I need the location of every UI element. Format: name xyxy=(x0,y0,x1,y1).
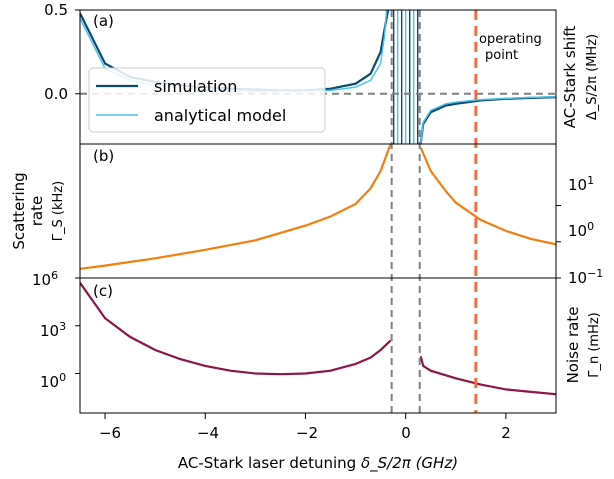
svg-text:10−1: 10−1 xyxy=(568,267,603,287)
panel-label-a: (a) xyxy=(93,12,114,30)
axes-frame-2 xyxy=(79,277,557,414)
svg-text:100: 100 xyxy=(40,371,66,391)
xtick-1: −4 xyxy=(197,424,219,442)
legend-label-analytical: analytical model xyxy=(154,106,286,125)
annotation-operating: operating xyxy=(479,32,542,47)
ytick-a-0: 0.5 xyxy=(44,1,68,19)
y-axis-sublabel-c: Γ_n (mHz) xyxy=(587,312,602,378)
svg-text:100: 100 xyxy=(568,220,594,240)
legend-box xyxy=(88,67,326,133)
vertical-guides xyxy=(80,10,556,413)
xtick-0: −6 xyxy=(99,424,121,442)
legend: simulation analytical model xyxy=(88,67,326,133)
ytick-b-0: 10−1 xyxy=(568,267,603,287)
panel-b xyxy=(80,144,556,270)
x-axis-label: AC-Stark laser detuning δ_S/2π (GHz) xyxy=(178,454,458,473)
xtick-3: 0 xyxy=(401,424,411,442)
ytick-a-1: 0.0 xyxy=(44,85,68,103)
series-line-2-0-0 xyxy=(80,282,392,376)
svg-text:103: 103 xyxy=(40,320,66,340)
xtick-2: −2 xyxy=(296,424,318,442)
y-axis-sublabel-a: Δ_S/2π (MHz) xyxy=(585,34,600,120)
y-axis-sublabel-b: Γ_S (kHz) xyxy=(51,181,66,241)
series-line-1-0-1 xyxy=(419,147,556,246)
ytick-c-2: 106 xyxy=(32,269,58,289)
series-line-0-1-1 xyxy=(419,96,556,144)
svg-text:106: 106 xyxy=(32,269,58,289)
axes-frames xyxy=(75,9,561,419)
annotation-point: point xyxy=(485,48,518,63)
ytick-c-1: 103 xyxy=(40,320,66,340)
series-line-1-0-0 xyxy=(80,144,392,270)
y-axis-label-b-line2: rate xyxy=(28,196,46,226)
xtick-4: 2 xyxy=(501,424,511,442)
panel-c xyxy=(80,282,556,396)
y-axis-label-c: Noise rate xyxy=(564,307,582,384)
panel-label-c: (c) xyxy=(93,282,113,300)
series-line-2-0-1 xyxy=(419,356,556,396)
y-axis-label-a: AC-Stark shift xyxy=(561,26,579,129)
panel-label-b: (b) xyxy=(93,147,114,165)
svg-text:101: 101 xyxy=(568,174,594,194)
y-axis-label-b: Scattering xyxy=(10,172,28,249)
ytick-b-2: 101 xyxy=(568,174,594,194)
ytick-b-1: 100 xyxy=(568,220,594,240)
legend-label-simulation: simulation xyxy=(154,77,237,96)
series-line-0-0-1 xyxy=(419,96,556,144)
ytick-c-0: 100 xyxy=(40,371,66,391)
